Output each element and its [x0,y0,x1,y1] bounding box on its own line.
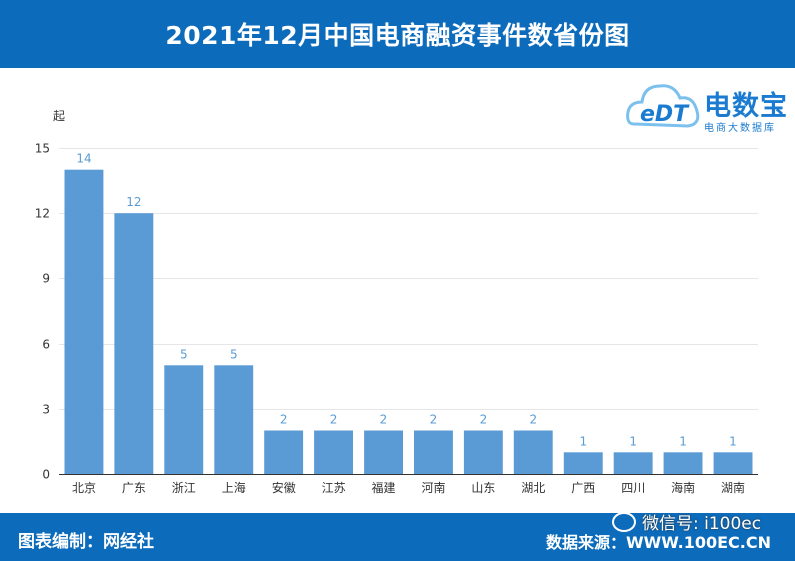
x-tick-label: 广东 [122,481,146,495]
value-label: 5 [230,347,238,361]
value-label: 2 [380,413,388,427]
bar [114,213,154,474]
value-label: 1 [679,434,687,448]
value-labels: 14 12 5 5 2 2 2 2 2 2 1 1 1 1 [76,152,736,449]
chart-title: 2021年12月中国电商融资事件数省份图 [165,21,630,50]
wechat-icon [612,511,636,532]
value-label: 2 [330,413,338,427]
value-label: 12 [126,195,141,209]
logo-mark: eDT [640,102,689,127]
logo-subtitle: 电商大数据库 [704,123,776,134]
value-label: 1 [579,434,587,448]
bar [563,452,603,474]
x-tick-label: 上海 [222,480,246,495]
chart-header: 2021年12月中国电商融资事件数省份图 [0,0,795,68]
x-tick-label: 江苏 [322,481,346,495]
bar [214,365,254,474]
x-tick-label: 浙江 [172,481,196,495]
footer-source: 数据来源：WWW.100EC.CN [546,533,772,552]
x-axis-labels: 北京 广东 浙江 上海 安徽 江苏 福建 河南 山东 湖北 广西 四川 海南 湖南 [72,480,745,495]
y-tick-label: 12 [35,207,50,221]
y-tick-label: 9 [42,272,50,286]
y-tick-label: 0 [42,468,50,482]
bar [414,430,453,474]
bar [164,365,204,474]
x-tick-label: 山东 [471,481,495,495]
value-label: 1 [729,434,737,448]
bar [613,452,653,474]
watermark-text: 微信号: i100ec [642,514,762,534]
x-tick-label: 安徽 [272,480,296,495]
cloud-logo-icon [626,84,700,128]
value-label: 2 [430,413,438,427]
bar [713,452,753,474]
x-tick-label: 河南 [421,480,445,495]
value-label: 2 [529,413,537,427]
bar [314,430,353,474]
bar [364,430,403,474]
x-tick-label: 湖南 [721,480,745,495]
x-tick-label: 海南 [671,480,695,495]
bar [264,430,304,474]
bar [663,452,703,474]
x-tick-label: 湖北 [521,480,545,495]
x-tick-label: 福建 [371,480,395,495]
value-label: 14 [76,152,91,166]
bar [64,169,104,474]
y-axis-label: 起 [53,109,65,123]
footer-bar: 图表编制：网经社 数据来源：WWW.100EC.CN [0,513,795,561]
logo-brand: 电数宝 [704,91,788,122]
x-tick-label: 广西 [571,481,595,495]
bar [463,430,503,474]
footer-credit: 图表编制：网经社 [18,532,154,552]
bars [64,169,753,474]
grid-lines [59,148,758,410]
y-tick-label: 15 [35,142,50,156]
value-label: 2 [280,413,288,427]
x-tick-label: 北京 [72,481,96,495]
y-axis-ticks: 0 3 6 9 12 15 [35,142,50,482]
y-tick-label: 3 [42,403,50,417]
x-tick-label: 四川 [621,481,645,495]
value-label: 1 [629,434,637,448]
y-tick-label: 6 [42,338,50,352]
wechat-watermark: 微信号: i100ec [612,509,761,534]
value-label: 2 [480,413,488,427]
bar [513,430,553,474]
value-label: 5 [180,347,188,361]
bar-chart: 0 3 6 9 12 15 起 14 12 5 5 2 2 2 2 2 2 1 1 1 1 北京 广东 浙江 上海 安徽 江苏… [35,109,758,495]
